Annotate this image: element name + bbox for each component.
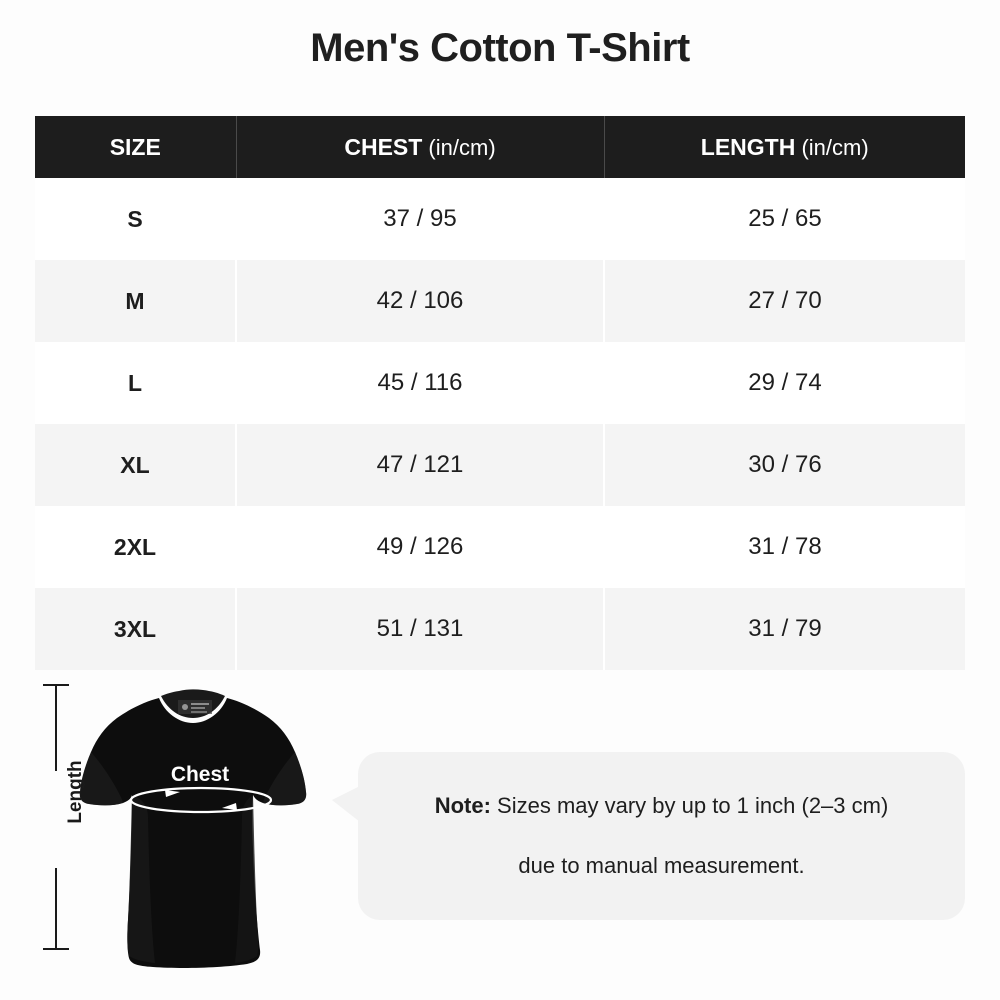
tshirt-shape bbox=[79, 689, 307, 968]
cell-length: 25 / 65 bbox=[603, 178, 965, 260]
tshirt-illustration: Chest Length bbox=[35, 668, 355, 978]
cell-size: L bbox=[127, 369, 143, 396]
note-bubble: Note: Sizes may vary by up to 1 inch (2–… bbox=[332, 752, 965, 920]
cell-size: 2XL bbox=[113, 533, 157, 560]
cell-chest: 49 / 126 bbox=[235, 506, 604, 588]
cell-chest: 37 / 95 bbox=[235, 178, 604, 260]
cell-length: 31 / 78 bbox=[603, 506, 965, 588]
table-header: SIZE CHEST (in/cm) LENGTH (in/cm) bbox=[35, 116, 965, 178]
table-row: 2XL 49 / 126 31 / 78 bbox=[35, 506, 965, 588]
cell-length: 30 / 76 bbox=[603, 424, 965, 506]
note-line-1: Note: Sizes may vary by up to 1 inch (2–… bbox=[435, 793, 889, 819]
length-label: Length bbox=[65, 760, 86, 824]
cell-length: 29 / 74 bbox=[603, 342, 965, 424]
cell-chest: 42 / 106 bbox=[235, 260, 604, 342]
bubble-tail bbox=[332, 786, 360, 822]
column-header-size: SIZE bbox=[35, 116, 236, 178]
cell-length: 31 / 79 bbox=[603, 588, 965, 670]
length-dimension-line bbox=[43, 684, 69, 950]
cell-length: 27 / 70 bbox=[603, 260, 965, 342]
cell-chest: 47 / 121 bbox=[235, 424, 604, 506]
chest-measure-ellipse bbox=[129, 786, 273, 814]
column-header-chest: CHEST (in/cm) bbox=[235, 116, 604, 178]
column-header-chest-label: CHEST bbox=[344, 133, 423, 160]
table-header-row: SIZE CHEST (in/cm) LENGTH (in/cm) bbox=[35, 116, 965, 178]
page-title: Men's Cotton T-Shirt bbox=[310, 26, 690, 70]
cell-size: XL bbox=[120, 451, 150, 478]
cell-size: 3XL bbox=[113, 615, 157, 642]
table-row: L 45 / 116 29 / 74 bbox=[35, 342, 965, 424]
column-header-size-label: SIZE bbox=[109, 133, 161, 160]
table-row: S 37 / 95 25 / 65 bbox=[35, 178, 965, 260]
size-chart-table: SIZE CHEST (in/cm) LENGTH (in/cm) S 37 /… bbox=[35, 116, 965, 670]
column-header-chest-unit: (in/cm) bbox=[422, 134, 496, 160]
table-row: XL 47 / 121 30 / 76 bbox=[35, 424, 965, 506]
column-header-length: LENGTH (in/cm) bbox=[603, 116, 965, 178]
table-row: 3XL 51 / 131 31 / 79 bbox=[35, 588, 965, 670]
cell-size: M bbox=[125, 287, 145, 314]
column-header-length-unit: (in/cm) bbox=[795, 134, 869, 160]
tshirt-diagram-svg: Chest bbox=[43, 684, 307, 968]
note-text-1: Sizes may vary by up to 1 inch (2–3 cm) bbox=[490, 792, 889, 818]
table-row: M 42 / 106 27 / 70 bbox=[35, 260, 965, 342]
note-line-2: due to manual measurement. bbox=[518, 853, 805, 878]
cell-chest: 45 / 116 bbox=[235, 342, 604, 424]
column-header-length-label: LENGTH bbox=[700, 133, 796, 160]
table-body: S 37 / 95 25 / 65 M 42 / 106 27 / 70 L 4… bbox=[35, 178, 965, 670]
chest-label: Chest bbox=[171, 763, 229, 786]
neck-tag-icon bbox=[178, 700, 212, 714]
cell-chest: 51 / 131 bbox=[235, 588, 604, 670]
cell-size: S bbox=[127, 205, 143, 232]
note-prefix: Note: bbox=[434, 792, 491, 818]
